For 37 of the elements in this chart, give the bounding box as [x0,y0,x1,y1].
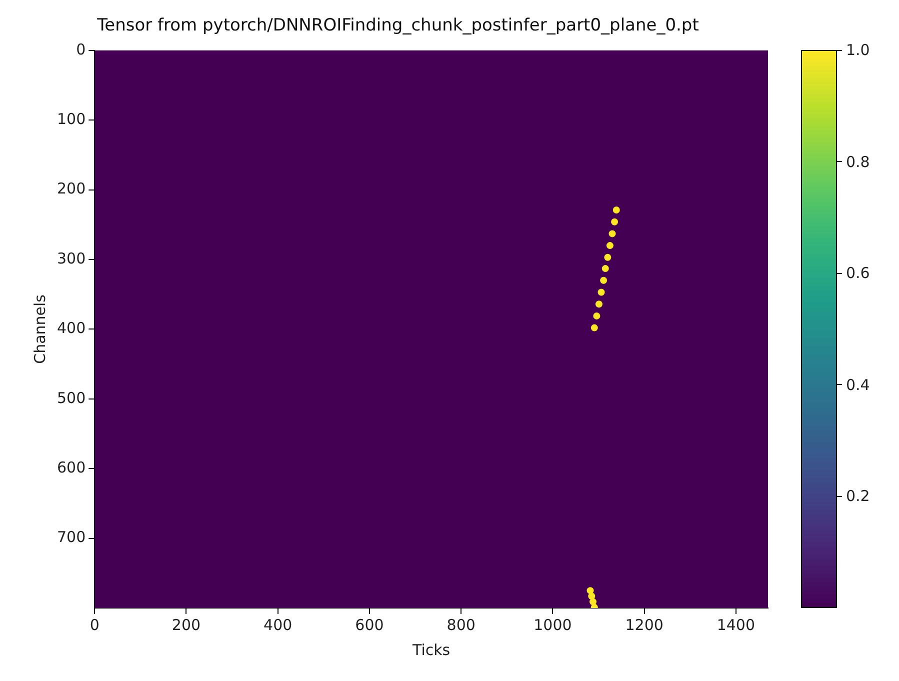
x-tick-label: 200 [172,616,201,634]
x-tick-label: 800 [446,616,476,634]
color-bar-label: 1.0 [846,40,870,60]
y-tick-label: 0 [76,40,86,58]
point [588,592,596,600]
y-tick-label: 500 [56,388,86,407]
point [611,218,618,226]
point [602,265,609,272]
point [604,254,612,261]
point [590,324,598,332]
x-tick-label: 600 [355,616,384,634]
y-tick-label: 400 [56,319,86,338]
point [595,300,602,308]
point [612,206,620,214]
y-tick-label: 700 [56,528,86,546]
x-axis-title: Ticks [412,640,450,659]
x-tick-label: 400 [264,616,292,634]
y-tick-label: 600 [56,458,86,476]
x-tick-label: 1000 [534,616,572,634]
color-bar-label: 0.4 [846,374,870,395]
color-bar-label: 0.8 [846,152,870,172]
x-tick-label: 1400 [716,616,756,634]
y-axis-title: Channels [30,294,49,364]
point [606,242,614,250]
y-tick-label: 200 [56,180,86,198]
point [608,230,616,238]
point [590,598,597,606]
y-tick-label: 300 [56,249,86,268]
y-tick-label: 100 [56,110,86,128]
chart-title: Tensor from pytorch/DNNROIFinding_chunk_postinfer_part0_plane_0.pt [96,16,700,36]
x-tick-label: 0 [90,616,100,634]
x-tick-label: 1200 [625,616,664,634]
color-bar-label: 0.2 [846,486,870,506]
point [600,276,608,284]
point [593,312,600,320]
color-bar-label: 0.6 [846,263,870,284]
point [598,288,605,296]
